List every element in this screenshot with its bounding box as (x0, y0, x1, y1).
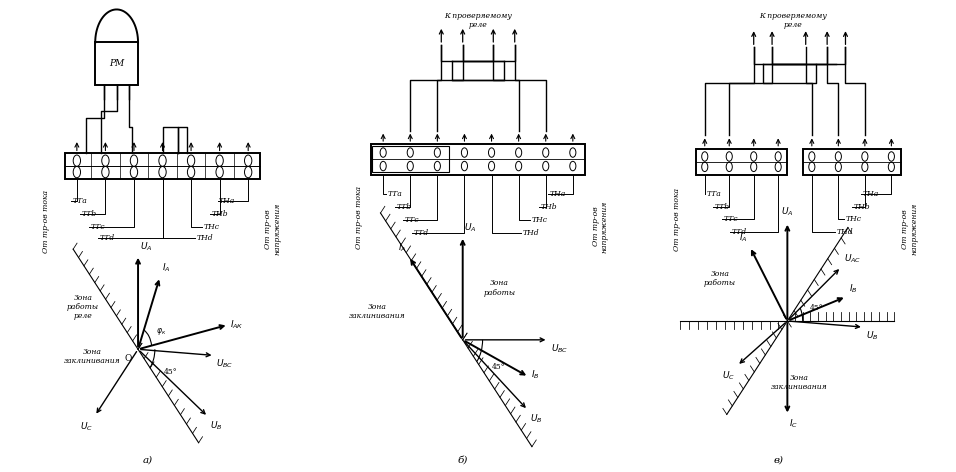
Bar (65, 153, 260, 179)
Text: ТТс: ТТс (91, 223, 105, 230)
Text: ТНа: ТНа (550, 190, 566, 197)
Text: $U_{ВС}$: $U_{ВС}$ (216, 358, 233, 371)
Text: $U_B$: $U_B$ (209, 419, 222, 432)
Text: $I_A$: $I_A$ (739, 232, 748, 244)
Text: ТТb: ТТb (715, 203, 730, 211)
Text: ТТb: ТТb (397, 203, 411, 211)
Text: ТНс: ТНс (532, 216, 548, 224)
Text: ТНb: ТНb (211, 210, 228, 218)
Text: а): а) (142, 456, 152, 465)
Text: От тр-ов
напряжения: От тр-ов напряжения (592, 201, 609, 253)
Text: От тр-ов тока: От тр-ов тока (355, 185, 362, 249)
Text: ТНс: ТНс (204, 223, 220, 230)
Text: $U_B$: $U_B$ (866, 329, 879, 342)
Text: $U_{ВС}$: $U_{ВС}$ (551, 342, 568, 354)
Bar (803, 149, 901, 175)
Text: ТНс: ТНс (845, 216, 861, 223)
Text: в): в) (773, 456, 783, 465)
Text: Зона
работы: Зона работы (484, 279, 515, 296)
Text: $U_A$: $U_A$ (781, 206, 793, 218)
Text: ТНа: ТНа (219, 197, 235, 204)
Text: $I_A$: $I_A$ (398, 242, 406, 254)
Text: $U_A$: $U_A$ (140, 240, 152, 253)
Text: ТТb: ТТb (81, 210, 97, 218)
Text: $U_B$: $U_B$ (531, 413, 543, 425)
Text: $U_C$: $U_C$ (80, 421, 94, 433)
Text: ТНd: ТНd (522, 229, 539, 237)
Text: От тр-ов тока: От тр-ов тока (42, 190, 51, 253)
Bar (371, 144, 585, 175)
Text: ТТа: ТТа (73, 197, 87, 204)
Text: ТТс: ТТс (405, 216, 420, 224)
Text: Зона
работы: Зона работы (704, 270, 736, 287)
Text: ТТа: ТТа (706, 190, 721, 197)
Text: Зона
работы
реле: Зона работы реле (67, 294, 99, 320)
Text: $U_A$: $U_A$ (465, 221, 477, 234)
Text: К проверяемому
реле: К проверяемому реле (445, 12, 511, 29)
Text: От тр-ов
напряжения: От тр-ов напряжения (902, 203, 919, 255)
Text: 45°: 45° (164, 368, 178, 376)
Text: Зона
заклинивания: Зона заклинивания (64, 348, 120, 365)
Text: б): б) (458, 456, 467, 465)
Text: ТНb: ТНb (854, 203, 870, 211)
Text: К проверяемому
реле: К проверяемому реле (760, 12, 827, 29)
Text: Зона
заклинивания: Зона заклинивания (349, 303, 405, 320)
Text: $I_{АК}$: $I_{АК}$ (230, 319, 244, 331)
Text: $U_C$: $U_C$ (723, 370, 735, 382)
Text: 45°: 45° (811, 303, 824, 312)
Text: $\varphi_к$: $\varphi_к$ (157, 327, 166, 337)
Text: ТНd: ТНd (836, 228, 854, 236)
Text: O: O (124, 354, 132, 363)
Text: Зона
заклинивания: Зона заклинивания (771, 374, 828, 391)
Text: От тр-ов
напряжения: От тр-ов напряжения (264, 203, 281, 255)
Text: ТТd: ТТd (99, 235, 115, 242)
Text: ТТа: ТТа (388, 190, 402, 197)
Text: 45°: 45° (491, 363, 506, 371)
Text: От тр-ов тока: От тр-ов тока (673, 188, 682, 251)
Text: $I_A$: $I_A$ (162, 261, 170, 274)
Text: ТТd: ТТd (732, 228, 748, 236)
Text: РМ: РМ (109, 59, 124, 68)
Text: $I_B$: $I_B$ (849, 283, 858, 295)
Text: ТТd: ТТd (413, 229, 428, 237)
Text: ТНb: ТНb (541, 203, 557, 211)
Text: $I_B$: $I_B$ (532, 368, 540, 381)
Text: ТНа: ТНа (862, 190, 879, 197)
Text: $U_{АС}$: $U_{АС}$ (844, 252, 861, 265)
Text: ТТс: ТТс (724, 216, 738, 223)
Bar (373, 146, 449, 172)
Text: ТНd: ТНd (196, 235, 213, 242)
Text: $I_C$: $I_C$ (789, 418, 798, 430)
Bar (696, 149, 788, 175)
Bar (96, 42, 138, 85)
